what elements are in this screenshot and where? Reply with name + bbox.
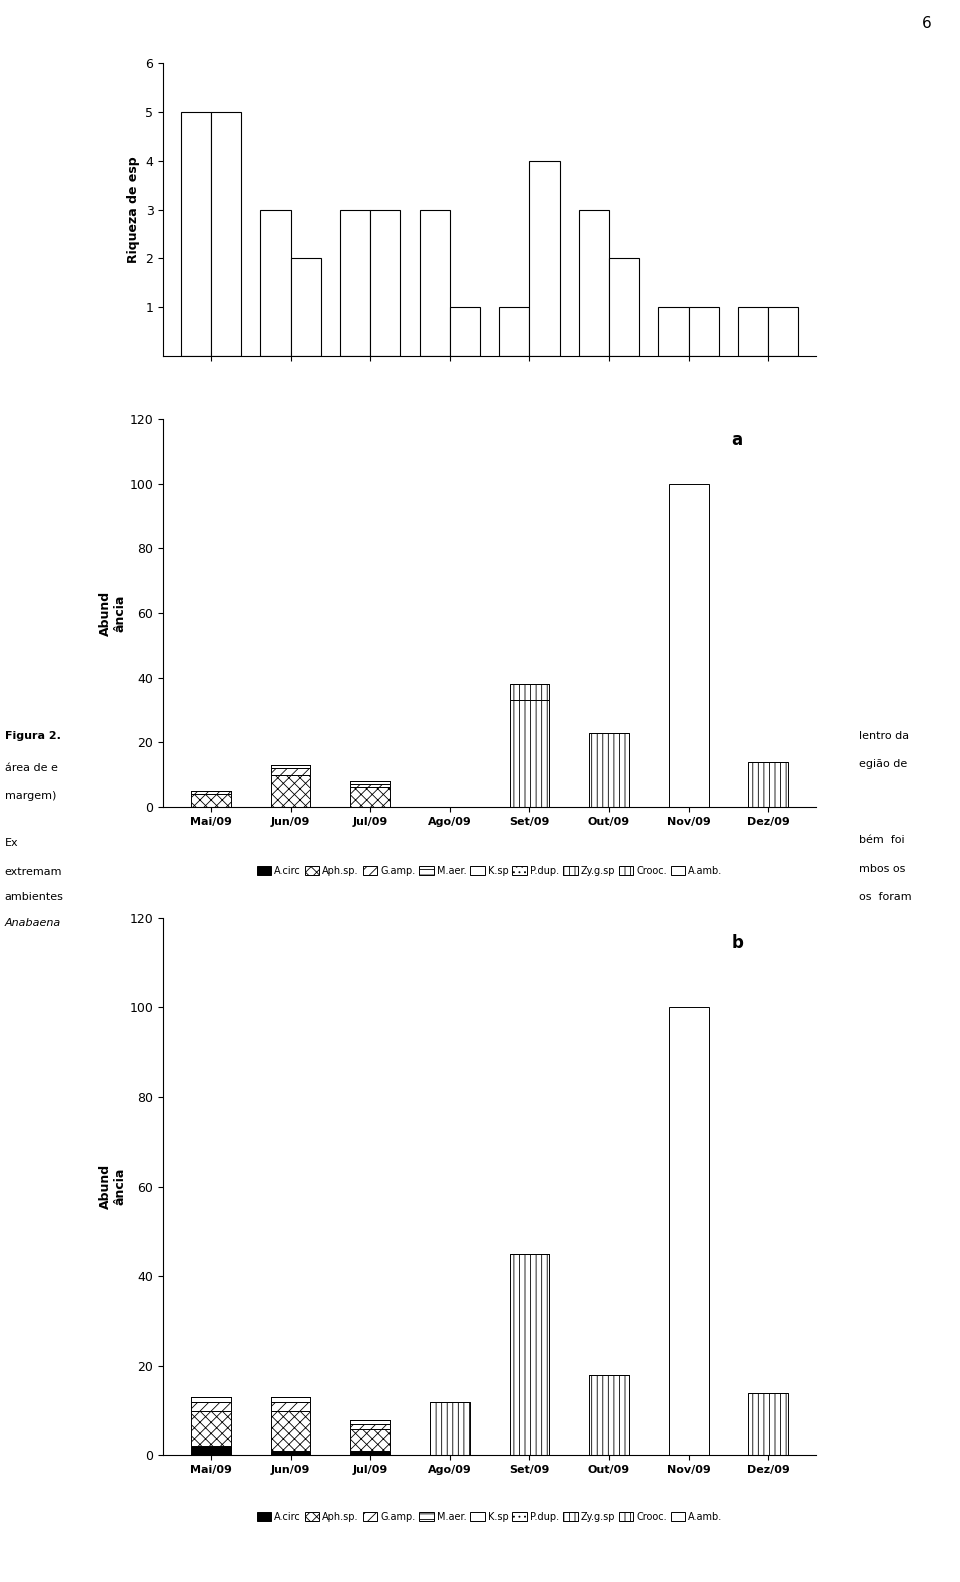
Text: os  foram: os foram	[859, 892, 912, 902]
Bar	[191, 1397, 230, 1402]
Text: ambientes: ambientes	[5, 892, 63, 902]
Bar	[371, 209, 400, 356]
Text: Ex: Ex	[5, 838, 18, 848]
Text: Anabaena: Anabaena	[5, 918, 61, 927]
Bar	[510, 683, 549, 701]
Bar	[688, 307, 719, 356]
Bar	[499, 307, 529, 356]
Bar	[350, 1419, 390, 1424]
Bar	[749, 1392, 788, 1455]
Bar	[291, 258, 321, 356]
Text: área de e: área de e	[5, 763, 58, 772]
Bar	[669, 484, 708, 807]
Bar	[260, 209, 291, 356]
Bar	[191, 791, 230, 794]
Bar	[579, 209, 609, 356]
Bar	[180, 112, 211, 356]
Bar	[768, 307, 799, 356]
Bar	[450, 307, 480, 356]
Bar	[510, 1253, 549, 1455]
Bar	[271, 1397, 310, 1402]
Legend: A.circ, Aph.sp., G.amp., M.aer., K.sp, P.dup., Zy.g.sp, Crooc., A.amb.: A.circ, Aph.sp., G.amp., M.aer., K.sp, P…	[252, 1508, 727, 1527]
Text: a: a	[732, 430, 742, 449]
Bar	[609, 258, 639, 356]
Bar	[510, 701, 549, 807]
Y-axis label: Abund
ância: Abund ância	[99, 1164, 127, 1209]
Bar	[589, 1375, 629, 1455]
Bar	[589, 732, 629, 807]
Bar	[271, 1402, 310, 1411]
Text: 6: 6	[922, 16, 931, 30]
Bar	[350, 782, 390, 785]
Bar	[271, 1411, 310, 1451]
Bar	[350, 785, 390, 788]
Bar	[350, 1451, 390, 1455]
Bar	[271, 775, 310, 807]
Bar	[191, 1402, 230, 1411]
Text: b: b	[732, 933, 743, 952]
Bar	[271, 767, 310, 775]
Bar	[271, 1451, 310, 1455]
Text: margem): margem)	[5, 791, 57, 800]
Bar	[191, 1446, 230, 1455]
Text: lentro da: lentro da	[859, 731, 909, 740]
Bar	[529, 161, 560, 356]
Bar	[350, 1429, 390, 1451]
Bar	[191, 1411, 230, 1446]
Text: bém  foi: bém foi	[859, 835, 905, 845]
Bar	[340, 209, 371, 356]
Y-axis label: Abund
ância: Abund ância	[99, 590, 127, 636]
Y-axis label: Riqueza de esp: Riqueza de esp	[127, 157, 140, 263]
Bar	[738, 307, 768, 356]
Bar	[211, 112, 241, 356]
Bar	[669, 1008, 708, 1455]
Text: mbos os: mbos os	[859, 864, 905, 873]
Text: egião de: egião de	[859, 759, 907, 769]
Bar	[350, 1424, 390, 1429]
Bar	[430, 1402, 469, 1455]
Bar	[191, 794, 230, 807]
Bar	[350, 788, 390, 807]
Bar	[749, 761, 788, 807]
Legend: A.circ, Aph.sp., G.amp., M.aer., K.sp, P.dup., Zy.g.sp, Crooc., A.amb.: A.circ, Aph.sp., G.amp., M.aer., K.sp, P…	[252, 862, 727, 880]
Text: extremam: extremam	[5, 867, 62, 876]
Bar	[659, 307, 688, 356]
Bar	[271, 764, 310, 767]
Bar	[420, 209, 450, 356]
Text: Figura 2.: Figura 2.	[5, 731, 60, 740]
